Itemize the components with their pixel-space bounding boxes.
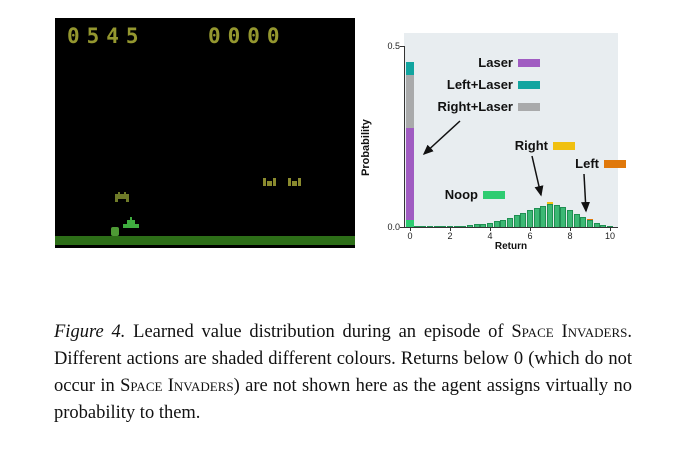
alien-sprite-1 (263, 178, 276, 186)
y-axis-label: Probability (360, 119, 372, 177)
legend-item-laser: Laser (410, 55, 540, 70)
histogram-bar (493, 221, 500, 227)
histogram-bar (580, 217, 587, 227)
invader-alien-sprite (115, 192, 129, 202)
x-tick-mark (410, 227, 411, 231)
figure-caption: Figure 4. Learned value distribution dur… (54, 319, 632, 427)
histogram-bar (567, 210, 573, 227)
x-tick-mark (530, 227, 531, 231)
histogram-bar (500, 219, 507, 227)
histogram-bar (573, 213, 580, 227)
histogram-bar (587, 220, 593, 227)
legend-label: Right+Laser (437, 99, 514, 114)
x-tick-label: 8 (567, 231, 573, 241)
histogram-bar (440, 226, 447, 227)
histogram-bar (473, 224, 480, 227)
histogram-bar (467, 225, 473, 227)
legend-label: Left (575, 156, 599, 171)
histogram-bar (433, 226, 440, 227)
x-tick-label: 10 (604, 231, 615, 241)
player-cannon-sprite (123, 217, 139, 228)
histogram-bar (427, 226, 433, 227)
x-tick-mark (490, 227, 491, 231)
caption-segment: Figure 4. (54, 321, 126, 342)
histogram-bar (487, 222, 493, 227)
space-invaders-screenshot: 0545 0000 (55, 18, 355, 248)
stacked-bar-segment-right+laser (406, 74, 414, 129)
invader-body (115, 194, 129, 199)
histogram-bar (533, 207, 540, 227)
caption-segment: . Different actions are shaded different… (54, 321, 632, 396)
legend-item-right: Right (480, 138, 575, 153)
legend-item-left: Left (530, 156, 626, 171)
legend-label: Noop (444, 187, 478, 202)
histogram-bar-cap (587, 218, 593, 221)
score-player1: 0545 (67, 24, 146, 48)
histogram-bar (460, 225, 467, 227)
y-axis-line (404, 46, 405, 227)
value-distribution-chart: 0 2 4 6 8 10 0.0 0.5 Probability Return Laser L… (360, 25, 633, 255)
legend-swatch-right-laser (518, 102, 540, 111)
histogram-bar (513, 215, 520, 227)
ground-strip (55, 236, 355, 245)
x-tick-label: 0 (407, 231, 413, 241)
x-tick-mark (450, 227, 451, 231)
legend-label: Laser (478, 55, 513, 70)
caption-segment: ) are not shown here as the agent assign… (54, 375, 632, 423)
legend-item-right-laser: Right+Laser (410, 99, 540, 114)
caption-segment: Space Invaders (120, 375, 234, 396)
histogram-bar (553, 204, 560, 227)
legend-item-noop: Noop (435, 187, 505, 202)
score-player2: 0000 (208, 24, 287, 48)
histogram-bar (607, 225, 613, 227)
histogram-bar (413, 225, 420, 227)
histogram-bar (453, 225, 460, 227)
y-tick-label: 0.0 (387, 222, 400, 232)
caption-segment: Space Invaders (511, 321, 628, 342)
legend-label: Right (514, 138, 548, 153)
x-tick-label: 6 (527, 231, 533, 241)
legend-swatch-right (553, 141, 575, 150)
x-tick-mark (610, 227, 611, 231)
legend-swatch-noop (483, 190, 505, 199)
x-tick-mark (570, 227, 571, 231)
caption-segment: Learned value distribution during an epi… (125, 321, 512, 342)
histogram-bar (600, 224, 607, 227)
stacked-bar-segment-left+laser (406, 61, 414, 75)
histogram-bar (480, 223, 487, 227)
x-axis-label: Return (494, 241, 528, 252)
alien-sprite-2 (288, 178, 301, 186)
y-tick-mark (400, 46, 404, 47)
stacked-bar-segment-noop (406, 220, 414, 227)
histogram-bar (520, 212, 527, 227)
explosion-sprite (111, 227, 119, 236)
histogram-bar (593, 223, 600, 227)
x-tick-label: 2 (447, 231, 453, 241)
invader-legs (115, 199, 129, 202)
legend-swatch-left (604, 159, 626, 168)
legend-swatch-left-laser (518, 80, 540, 89)
histogram-bar (507, 217, 513, 227)
legend-label: Left+Laser (446, 77, 513, 92)
y-tick-label: 0.5 (387, 41, 400, 51)
x-tick-label: 4 (487, 231, 493, 241)
legend-swatch-laser (518, 58, 540, 67)
histogram-bar (540, 205, 547, 227)
histogram-bar (560, 207, 567, 227)
histogram-bar (527, 210, 533, 227)
stacked-bar-segment-laser (406, 128, 414, 221)
histogram-bar (447, 226, 453, 227)
y-tick-mark (400, 227, 404, 228)
invader-antennae (115, 192, 129, 194)
legend-item-left-laser: Left+Laser (410, 77, 540, 92)
histogram-bar (420, 226, 427, 227)
histogram-bar (547, 204, 553, 227)
x-axis-line (404, 227, 618, 228)
histogram-bar-cap (547, 202, 553, 205)
